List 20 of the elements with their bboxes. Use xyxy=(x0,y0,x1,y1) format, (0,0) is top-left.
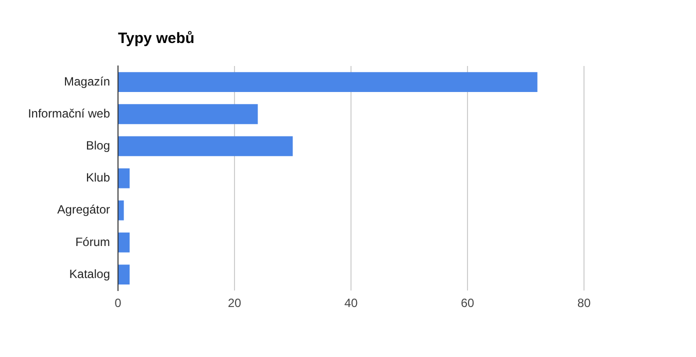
bar xyxy=(118,72,538,92)
x-tick-label: 80 xyxy=(577,296,591,310)
x-tick-label: 0 xyxy=(114,296,122,310)
y-tick-label: Magazín xyxy=(64,74,110,88)
y-tick-label: Fórum xyxy=(75,234,110,249)
x-tick-label: 60 xyxy=(460,296,474,310)
bar xyxy=(118,104,258,124)
bar xyxy=(118,232,130,252)
x-tick-label: 40 xyxy=(344,296,358,310)
bar xyxy=(118,168,130,188)
y-tick-label: Blog xyxy=(86,138,110,153)
y-tick-label: Katalog xyxy=(69,266,110,281)
y-tick-label: Klub xyxy=(86,170,110,185)
y-tick-label: Informační web xyxy=(28,106,110,120)
chart-title: Typy webů xyxy=(118,30,194,47)
x-tick-label: 20 xyxy=(228,296,242,310)
bar xyxy=(118,136,293,156)
bar xyxy=(118,200,124,220)
y-tick-label: Agregátor xyxy=(57,202,110,217)
bar xyxy=(118,264,130,285)
